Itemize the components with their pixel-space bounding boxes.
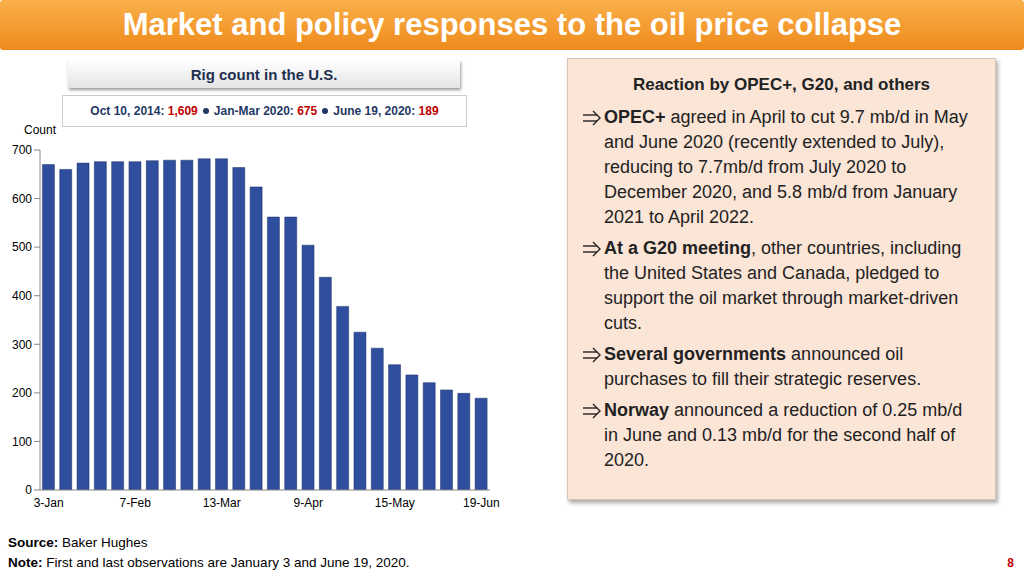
html-text:June 19, 2020: 189: June 19, 2020: 189 xyxy=(333,104,439,118)
html-text:Source: Baker Hughes: Source: Baker Hughes xyxy=(8,535,148,550)
svg-text:19-Jun: 19-Jun xyxy=(463,496,500,510)
svg-text:400: 400 xyxy=(12,289,32,303)
svg-text:500: 500 xyxy=(12,240,32,254)
svg-text:13-Mar: 13-Mar xyxy=(203,496,241,510)
html-text:Count: Count xyxy=(24,123,56,137)
svg-text:200: 200 xyxy=(12,386,32,400)
svg-text:7-Feb: 7-Feb xyxy=(120,496,152,510)
svg-text:9-Apr: 9-Apr xyxy=(294,496,323,510)
svg-text:600: 600 xyxy=(12,192,32,206)
html-text:Several governments announced: Several governments announced oil purcha… xyxy=(604,344,922,389)
svg-text:700: 700 xyxy=(12,143,32,157)
svg-text:100: 100 xyxy=(12,435,32,449)
html-text:OPEC+ agreed in April to cut 9: OPEC+ agreed in April to cut 9.7 mb/d in… xyxy=(604,107,968,227)
html-text:Note: First and last observati: Note: First and last observations are Ja… xyxy=(8,555,410,570)
svg-text:3-Jan: 3-Jan xyxy=(34,496,64,510)
svg-text:15-May: 15-May xyxy=(375,496,415,510)
svg-text:0: 0 xyxy=(25,483,32,497)
html-text:Rig count in the U.S.: Rig count in the U.S. xyxy=(190,65,338,83)
html-text:8: 8 xyxy=(1007,556,1014,570)
html-text:Norway announced a reduction o: Norway announced a reduction of 0.25 mb/… xyxy=(604,400,963,470)
html-text:At a G20 meeting, other countr: At a G20 meeting, other countries, inclu… xyxy=(604,238,962,333)
html-text:Market and policy responses to: Market and policy responses to the oil p… xyxy=(122,7,902,42)
html-text:Oct 10, 2014: 1,609: Oct 10, 2014: 1,609 xyxy=(90,104,198,118)
svg-text:300: 300 xyxy=(12,338,32,352)
html-text:Reaction by OPEC+, G20, and ot: Reaction by OPEC+, G20, and others xyxy=(632,75,931,94)
html-text:Jan-Mar 2020: 675: Jan-Mar 2020: 675 xyxy=(213,104,318,118)
